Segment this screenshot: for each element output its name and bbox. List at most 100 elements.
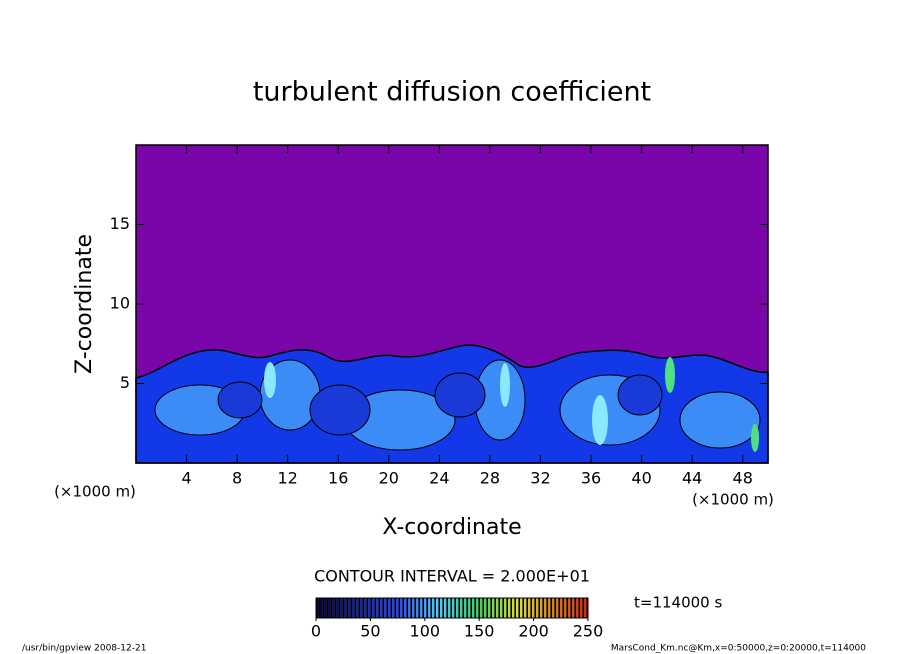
- colorbar-cell: [440, 598, 443, 618]
- x-tick-label: 28: [480, 469, 500, 488]
- colorbar-cell: [316, 598, 319, 618]
- colorbar-gap: [494, 598, 496, 618]
- colorbar-gap: [318, 598, 320, 618]
- chart-title: turbulent diffusion coefficient: [253, 77, 651, 108]
- colorbar-cell: [464, 598, 467, 618]
- colorbar-cell: [500, 598, 503, 618]
- colorbar-gap: [490, 598, 492, 618]
- colorbar-cell: [560, 598, 563, 618]
- colorbar-cell: [472, 598, 475, 618]
- colorbar-tick-label: 100: [410, 622, 441, 641]
- colorbar-cell: [320, 598, 323, 618]
- colorbar-cell: [496, 598, 499, 618]
- colorbar-cell: [488, 598, 491, 618]
- colorbar-gap: [406, 598, 408, 618]
- time-label: t=114000 s: [634, 594, 722, 612]
- colorbar-cell: [364, 598, 367, 618]
- x-tick-label: 36: [581, 469, 601, 488]
- colorbar-gap: [498, 598, 500, 618]
- colorbar-tick-label: 50: [360, 622, 380, 641]
- colorbar-gap: [326, 598, 328, 618]
- field-cores: [217, 372, 663, 436]
- colorbar-cell: [520, 598, 523, 618]
- colorbar-gap: [386, 598, 388, 618]
- colorbar-gap: [426, 598, 428, 618]
- colorbar-gap: [334, 598, 336, 618]
- colorbar-cell: [568, 598, 571, 618]
- colorbar-gap: [374, 598, 376, 618]
- colorbar-cell: [540, 598, 543, 618]
- colorbar-cell: [516, 598, 519, 618]
- colorbar-cell: [452, 598, 455, 618]
- colorbar-gap: [438, 598, 440, 618]
- colorbar-gap: [410, 598, 412, 618]
- y-tick-label: 10: [110, 294, 130, 313]
- colorbar-gap: [430, 598, 432, 618]
- colorbar-gap: [366, 598, 368, 618]
- colorbar-cell: [332, 598, 335, 618]
- colorbar-cell: [548, 598, 551, 618]
- x-axis-label: X-coordinate: [382, 515, 521, 540]
- colorbar-cell: [380, 598, 383, 618]
- colorbar-gap: [554, 598, 556, 618]
- colorbar-cell: [480, 598, 483, 618]
- colorbar-cell: [524, 598, 527, 618]
- contour-interval: CONTOUR INTERVAL = 2.000E+01: [314, 567, 590, 586]
- colorbar-cell: [552, 598, 555, 618]
- y-tick-label: 15: [110, 214, 130, 233]
- footer-left: /usr/bin/gpview 2008-12-21: [22, 644, 146, 654]
- colorbar-cell: [336, 598, 339, 618]
- colorbar-gap: [322, 598, 324, 618]
- colorbar-cell: [468, 598, 471, 618]
- colorbar-cell: [576, 598, 579, 618]
- colorbar-gap: [350, 598, 352, 618]
- colorbar-gap: [530, 598, 532, 618]
- colorbar-gap: [542, 598, 544, 618]
- colorbar-cell: [348, 598, 351, 618]
- colorbar-cell: [412, 598, 415, 618]
- colorbar-cell: [544, 598, 547, 618]
- colorbar-cell: [580, 598, 583, 618]
- colorbar-cell: [584, 598, 587, 618]
- colorbar-tick-label: 250: [573, 622, 604, 641]
- x-tick-label: 16: [328, 469, 348, 488]
- colorbar-cell: [476, 598, 479, 618]
- colorbar-gap: [578, 598, 580, 618]
- colorbar-gap: [422, 598, 424, 618]
- colorbar-gap: [458, 598, 460, 618]
- colorbar-gap: [398, 598, 400, 618]
- colorbar-cell: [508, 598, 511, 618]
- colorbar-gap: [514, 598, 516, 618]
- colorbar-frame: [315, 597, 589, 619]
- y-tick-label: 5: [120, 373, 130, 392]
- plot-area: [135, 144, 769, 464]
- colorbar-gap: [378, 598, 380, 618]
- colorbar-cell: [416, 598, 419, 618]
- colorbar-cell: [376, 598, 379, 618]
- colorbar-gap: [506, 598, 508, 618]
- colorbar-gap: [330, 598, 332, 618]
- colorbar-cell: [384, 598, 387, 618]
- colorbar-cell: [432, 598, 435, 618]
- colorbar-cell: [444, 598, 447, 618]
- colorbar-cell: [424, 598, 427, 618]
- colorbar-gap: [394, 598, 396, 618]
- colorbar-gap: [478, 598, 480, 618]
- colorbar-cell: [460, 598, 463, 618]
- x-tick-label: 4: [181, 469, 191, 488]
- colorbar-gap: [562, 598, 564, 618]
- colorbar: 0 50 100 150 200 250: [311, 597, 604, 641]
- colorbar-gap: [502, 598, 504, 618]
- colorbar-cell: [404, 598, 407, 618]
- colorbar-tick-label: 200: [518, 622, 549, 641]
- colorbar-gap: [454, 598, 456, 618]
- colorbar-gap: [342, 598, 344, 618]
- colorbar-cell: [528, 598, 531, 618]
- colorbar-gap: [338, 598, 340, 618]
- colorbar-gap: [570, 598, 572, 618]
- colorbar-gap: [446, 598, 448, 618]
- colorbar-cell: [492, 598, 495, 618]
- colorbar-gap: [346, 598, 348, 618]
- colorbar-gap: [586, 598, 588, 618]
